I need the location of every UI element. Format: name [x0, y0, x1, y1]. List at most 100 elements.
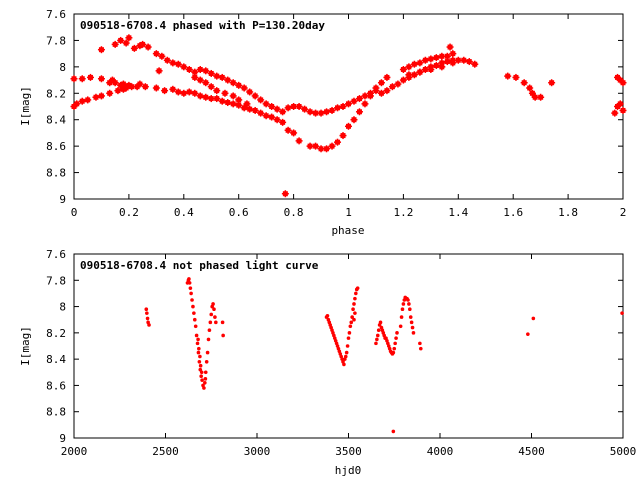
- y-tick-label: 8.4: [46, 114, 66, 127]
- data-point: [192, 317, 197, 322]
- data-point: [155, 67, 163, 75]
- data-point: [273, 116, 281, 124]
- data-point: [268, 103, 276, 110]
- y-axis-label: I[mag]: [19, 326, 32, 366]
- data-point: [537, 93, 545, 101]
- data-point: [207, 69, 215, 77]
- data-point: [191, 304, 195, 309]
- data-point: [346, 336, 351, 340]
- data-point: [200, 378, 204, 382]
- x-tick-label: 0.6: [229, 206, 249, 219]
- data-point: [273, 105, 281, 113]
- data-point: [401, 302, 406, 306]
- data-point: [418, 346, 423, 351]
- data-point: [399, 66, 407, 73]
- data-point: [328, 142, 336, 150]
- data-point: [92, 93, 100, 101]
- x-tick-label: 3000: [244, 445, 271, 458]
- data-point: [262, 100, 270, 108]
- data-point: [323, 145, 331, 153]
- data-point: [405, 71, 413, 79]
- data-point: [125, 34, 133, 42]
- data-point: [353, 296, 357, 301]
- data-point: [139, 40, 147, 48]
- data-point: [211, 302, 215, 306]
- data-point: [284, 104, 292, 112]
- data-point: [169, 85, 177, 93]
- y-tick-label: 7.8: [46, 34, 66, 47]
- y-tick-label: 9: [59, 193, 66, 206]
- data-point: [111, 40, 119, 48]
- y-tick-label: 8: [59, 301, 66, 314]
- data-point: [174, 60, 182, 68]
- data-point: [199, 370, 204, 375]
- chart-title: 090518-6708.4 not phased light curve: [80, 259, 319, 272]
- y-tick-label: 7.6: [46, 8, 66, 21]
- data-point: [145, 316, 150, 321]
- data-point: [240, 104, 248, 112]
- data-point: [203, 381, 207, 385]
- data-point: [251, 106, 259, 114]
- x-tick-label: 5000: [610, 445, 637, 458]
- data-point: [174, 88, 182, 96]
- x-tick-label: 4000: [427, 445, 454, 458]
- data-point: [195, 341, 200, 346]
- data-point: [279, 108, 287, 116]
- data-point: [619, 79, 627, 87]
- data-point: [218, 73, 226, 81]
- data-point: [213, 95, 221, 103]
- data-point: [180, 89, 188, 97]
- y-tick-label: 8: [59, 61, 66, 74]
- data-point: [198, 363, 203, 368]
- data-point: [388, 83, 396, 91]
- data-point: [251, 92, 259, 100]
- data-point: [185, 66, 193, 73]
- data-point: [438, 63, 446, 71]
- data-point: [611, 109, 619, 117]
- data-point: [410, 60, 418, 68]
- data-point: [97, 46, 105, 54]
- data-point: [520, 79, 528, 87]
- data-point: [393, 341, 397, 346]
- data-point: [141, 83, 149, 91]
- x-tick-label: 0.8: [284, 206, 304, 219]
- data-point: [334, 138, 342, 146]
- data-point: [284, 126, 292, 134]
- data-point: [169, 59, 177, 67]
- data-point: [78, 75, 86, 83]
- data-point: [301, 105, 309, 113]
- data-point: [158, 52, 166, 60]
- data-point: [295, 103, 303, 110]
- data-point: [117, 81, 125, 89]
- data-point: [355, 286, 360, 290]
- data-point: [376, 328, 381, 333]
- data-point: [268, 113, 276, 121]
- data-point: [410, 325, 415, 330]
- data-point: [202, 386, 206, 390]
- y-tick-label: 8.6: [46, 140, 66, 153]
- data-point: [350, 97, 358, 105]
- x-tick-label: 1.4: [448, 206, 468, 219]
- data-point: [86, 73, 94, 81]
- data-point: [345, 344, 350, 348]
- data-point: [191, 89, 199, 97]
- data-point: [257, 109, 265, 117]
- data-point: [203, 370, 208, 375]
- data-point: [344, 350, 349, 355]
- data-point: [328, 106, 336, 114]
- data-point: [188, 286, 193, 290]
- data-point: [398, 324, 403, 329]
- y-tick-label: 9: [59, 432, 66, 445]
- data-point: [192, 311, 196, 315]
- data-point: [375, 333, 380, 338]
- data-point: [191, 73, 199, 81]
- data-point: [383, 73, 391, 81]
- data-point: [246, 105, 254, 113]
- data-point: [70, 75, 78, 83]
- data-point: [391, 350, 396, 355]
- data-point: [460, 56, 468, 64]
- data-point: [235, 96, 243, 104]
- data-point: [531, 316, 536, 321]
- data-point: [229, 92, 237, 100]
- data-point: [325, 313, 330, 318]
